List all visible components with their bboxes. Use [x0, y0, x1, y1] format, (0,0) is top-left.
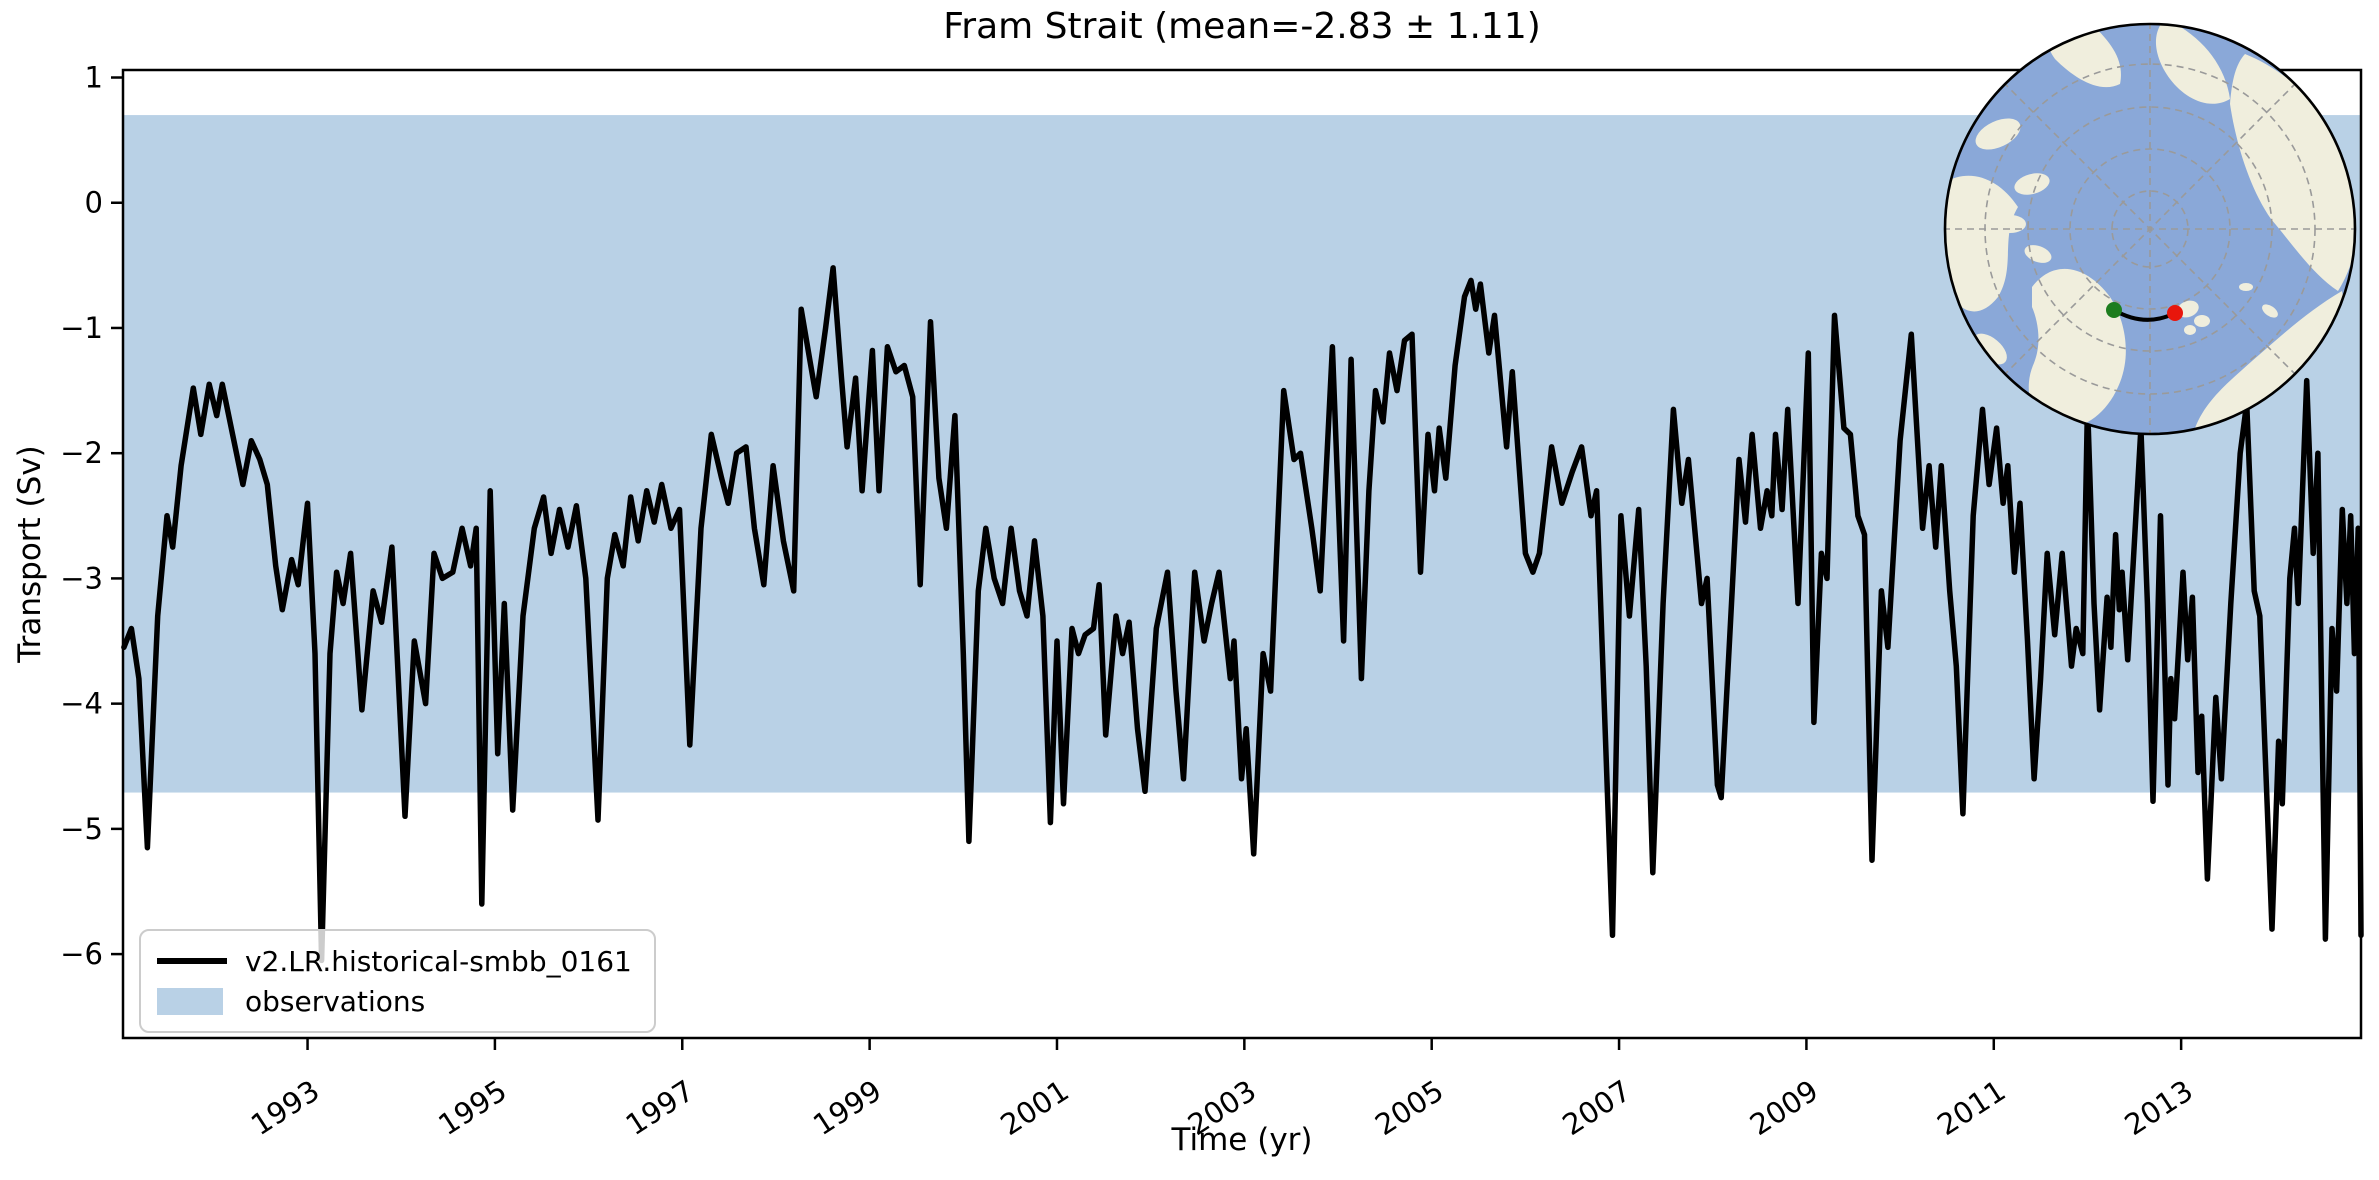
map-land-svalbard	[2184, 325, 2196, 335]
map-land	[1945, 24, 2355, 433]
inset-map	[1943, 22, 2357, 436]
legend-item-observations: observations	[157, 981, 632, 1021]
map-land-svalbard	[2194, 315, 2210, 327]
map-end-dot	[2167, 305, 2183, 321]
axes-spines	[121, 68, 2363, 1040]
y-tick-label: −4	[60, 687, 103, 721]
y-axis-label: Transport (Sv)	[12, 445, 48, 663]
map-island	[1975, 118, 2021, 150]
map-border	[1943, 22, 2357, 436]
map-land-canada	[1945, 175, 2018, 312]
y-tick-label: −3	[60, 561, 103, 595]
map-island	[2239, 283, 2253, 291]
map-land-greenland	[2028, 268, 2126, 429]
legend-series-label: v2.LR.historical-smbb_0161	[245, 944, 632, 978]
y-tick-label: −6	[60, 937, 103, 971]
series-line	[121, 265, 2364, 964]
page-title: Fram Strait (mean=-2.83 ± 1.11)	[943, 6, 1541, 47]
y-tick-label: 1	[85, 61, 103, 95]
map-island	[1994, 215, 2026, 233]
map-island	[2014, 173, 2050, 195]
y-tick-label: −5	[60, 812, 103, 846]
y-tick-label: −1	[60, 311, 103, 345]
legend-band-swatch	[157, 987, 223, 1015]
legend-band-label: observations	[245, 984, 426, 1018]
legend-line-swatch	[157, 958, 227, 964]
legend-item-series: v2.LR.historical-smbb_0161	[157, 941, 632, 981]
map-start-dot	[2106, 302, 2122, 318]
y-tick-label: 0	[85, 186, 103, 220]
map-island	[1973, 333, 2007, 365]
map-land-siberia	[2230, 54, 2355, 291]
legend: v2.LR.historical-smbb_0161 observations	[139, 929, 656, 1033]
map-land-chukotka	[2155, 24, 2230, 104]
map-land-scandinavia	[2194, 291, 2345, 433]
map-island	[2262, 304, 2278, 318]
map-graticule	[1945, 24, 2355, 434]
y-tick-label: −2	[60, 436, 103, 470]
x-axis-label: Time (yr)	[1171, 1122, 1313, 1158]
